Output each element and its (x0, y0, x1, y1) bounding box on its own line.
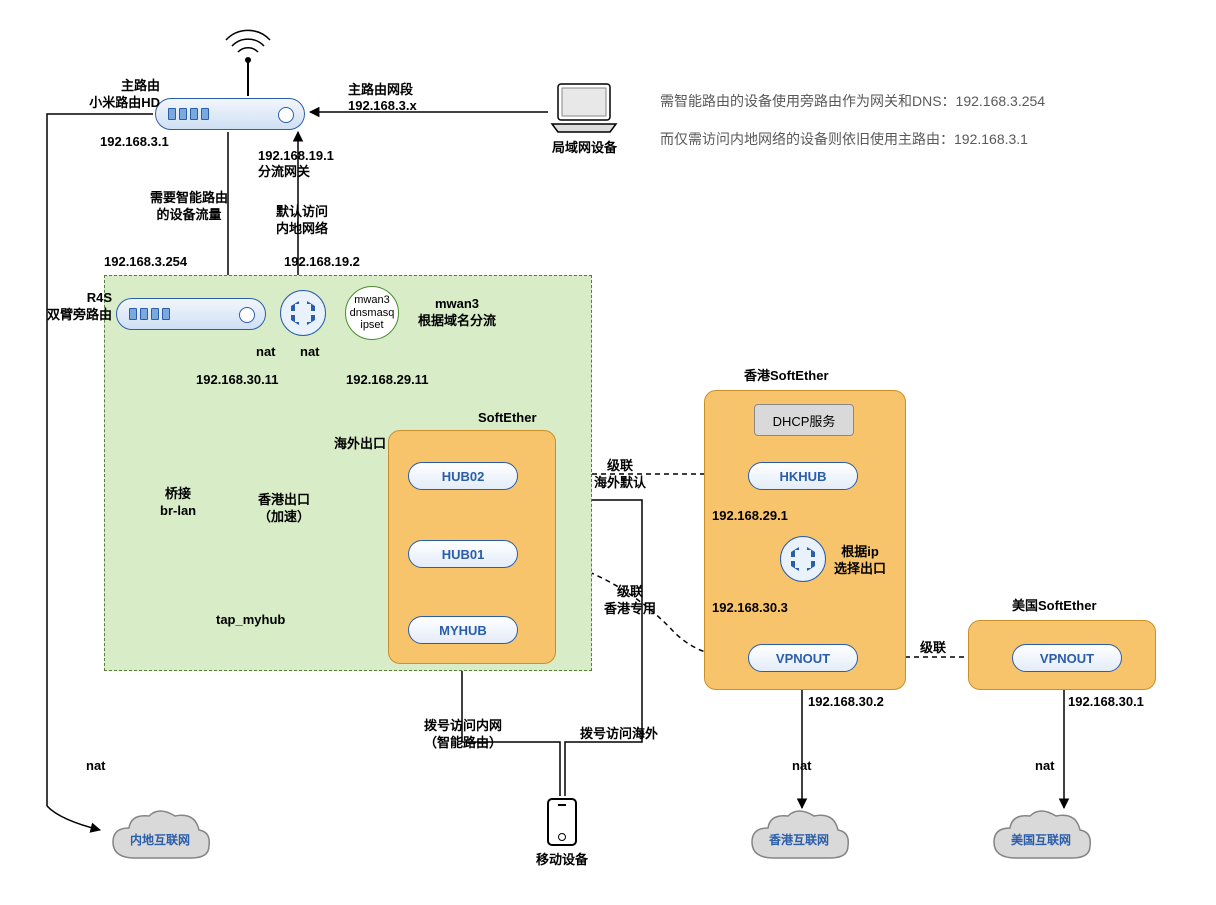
overseas-exit: 海外出口 (334, 436, 386, 453)
secondary-router-title: R4S 双臂旁路由 (40, 290, 112, 324)
hub01-label: HUB01 (442, 547, 485, 562)
hub02: HUB02 (408, 462, 518, 490)
nat-inland: nat (86, 758, 106, 775)
ip-19-2: 192.168.19.2 (284, 254, 360, 271)
split-gw-ip: 192.168.19.1 (258, 148, 334, 165)
hub01: HUB01 (408, 540, 518, 568)
hkhub-label: HKHUB (780, 469, 827, 484)
softether-local-title: SoftEther (478, 410, 537, 427)
main-router-title: 主路由 小米路由HD (60, 78, 160, 112)
ip-30-2: 192.168.30.2 (808, 694, 884, 711)
dial-overseas: 拨号访问海外 (580, 726, 658, 743)
mwan-circle-text: mwan3 dnsmasq ipset (346, 294, 398, 332)
default-inland-label: 默认访问 内地网络 (276, 204, 328, 238)
main-segment-ip: 192.168.3.x (348, 98, 417, 115)
mwan-label: mwan3 根据域名分流 (418, 296, 496, 330)
ip-30-11: 192.168.30.11 (196, 372, 278, 389)
cascade-hkdefault: 级联 海外默认 (594, 458, 646, 492)
secondary-router-icon (116, 298, 266, 330)
cloud-us: 美国互联网 (986, 808, 1096, 868)
cloud-inland: 内地互联网 (105, 808, 215, 868)
softether-us-title: 美国SoftEther (1012, 598, 1097, 615)
hkhub: HKHUB (748, 462, 858, 490)
dhcp-box: DHCP服务 (754, 404, 854, 436)
main-segment-title: 主路由网段 (348, 82, 413, 99)
hk-exit: 香港出口 （加速） (258, 492, 310, 526)
ip-30-1: 192.168.30.1 (1068, 694, 1144, 711)
desc-line2: 而仅需访问内地网络的设备则依旧使用主路由：192.168.3.1 (660, 130, 1028, 148)
nat-us: nat (1035, 758, 1055, 775)
tap-myhub-label: tap_myhub (216, 612, 285, 629)
ip-29-11: 192.168.29.11 (346, 372, 428, 389)
myhub-label: MYHUB (439, 623, 487, 638)
cloud-hk: 香港互联网 (744, 808, 854, 868)
route-icon-r4s (280, 290, 326, 336)
vpnout-hk-label: VPNOUT (776, 651, 830, 666)
svg-text:内地互联网: 内地互联网 (130, 832, 190, 847)
softether-hk-title: 香港SoftEther (744, 368, 829, 385)
lan-device-label: 局域网设备 (552, 140, 617, 157)
phone-icon (547, 798, 577, 846)
ip-select-label: 根据ip 选择出口 (834, 544, 886, 578)
desc-line1: 需智能路由的设备使用旁路由作为网关和DNS：192.168.3.254 (660, 92, 1045, 110)
dial-intranet: 拨号访问内网 （智能路由） (424, 718, 502, 752)
nat-right: nat (300, 344, 320, 361)
laptop-icon (548, 80, 620, 141)
bridge-label: 桥接 br-lan (160, 486, 196, 520)
nat-hk: nat (792, 758, 812, 775)
nat-left: nat (256, 344, 276, 361)
diagram-canvas: SoftEther 香港SoftEther 美国SoftEther 主路由 小米… (0, 0, 1216, 905)
main-router-icon (155, 98, 305, 130)
mwan-circle: mwan3 dnsmasq ipset (345, 286, 399, 340)
cascade-hkonly: 级联 香港专用 (604, 584, 656, 618)
main-router-ip: 192.168.3.1 (100, 134, 169, 151)
hub02-label: HUB02 (442, 469, 485, 484)
vpnout-us-label: VPNOUT (1040, 651, 1094, 666)
mobile-device-label: 移动设备 (536, 852, 588, 869)
myhub: MYHUB (408, 616, 518, 644)
svg-text:香港互联网: 香港互联网 (768, 832, 829, 847)
split-gw-label: 分流网关 (258, 164, 310, 181)
ip-3-254: 192.168.3.254 (104, 254, 187, 271)
ip-30-3: 192.168.30.3 (712, 600, 788, 617)
vpnout-hk: VPNOUT (748, 644, 858, 672)
vpnout-us: VPNOUT (1012, 644, 1122, 672)
route-icon-hk (780, 536, 826, 582)
dhcp-label: DHCP服务 (773, 411, 836, 430)
ip-29-1: 192.168.29.1 (712, 508, 788, 525)
cascade-us: 级联 (920, 640, 946, 657)
smart-traffic-label: 需要智能路由 的设备流量 (150, 190, 228, 224)
svg-text:美国互联网: 美国互联网 (1011, 832, 1071, 847)
